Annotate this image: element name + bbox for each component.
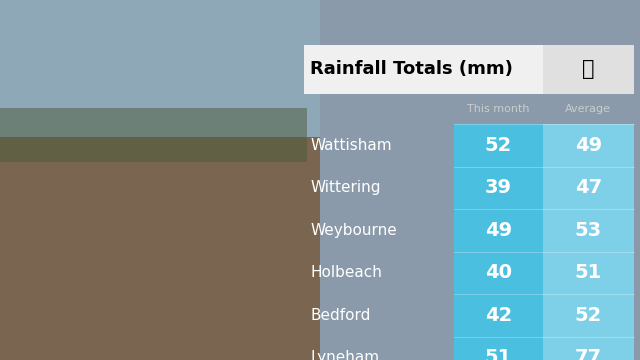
FancyBboxPatch shape xyxy=(304,45,634,94)
Text: 42: 42 xyxy=(485,306,512,325)
Text: Weybourne: Weybourne xyxy=(310,223,397,238)
FancyBboxPatch shape xyxy=(0,108,307,162)
Text: Rainfall Totals (mm): Rainfall Totals (mm) xyxy=(310,60,513,78)
FancyBboxPatch shape xyxy=(543,45,634,94)
FancyBboxPatch shape xyxy=(543,209,634,252)
FancyBboxPatch shape xyxy=(454,294,543,337)
Text: 39: 39 xyxy=(485,179,512,197)
Text: Bedford: Bedford xyxy=(310,308,371,323)
Text: Lyneham: Lyneham xyxy=(310,350,380,360)
Text: 77: 77 xyxy=(575,348,602,360)
FancyBboxPatch shape xyxy=(0,137,333,360)
FancyBboxPatch shape xyxy=(543,337,634,360)
Text: Wattisham: Wattisham xyxy=(310,138,392,153)
FancyBboxPatch shape xyxy=(454,252,543,294)
Text: Average: Average xyxy=(565,104,611,114)
FancyBboxPatch shape xyxy=(0,0,320,144)
Text: Wittering: Wittering xyxy=(310,180,381,195)
FancyBboxPatch shape xyxy=(543,124,634,167)
FancyBboxPatch shape xyxy=(454,337,543,360)
Text: 40: 40 xyxy=(485,264,512,282)
Text: 51: 51 xyxy=(575,264,602,282)
FancyBboxPatch shape xyxy=(454,167,543,209)
Text: 52: 52 xyxy=(575,306,602,325)
FancyBboxPatch shape xyxy=(454,124,543,167)
FancyBboxPatch shape xyxy=(320,0,640,360)
Text: 52: 52 xyxy=(485,136,512,155)
FancyBboxPatch shape xyxy=(543,294,634,337)
FancyBboxPatch shape xyxy=(543,167,634,209)
Text: 🌧: 🌧 xyxy=(582,59,595,79)
Text: 49: 49 xyxy=(575,136,602,155)
Text: This month: This month xyxy=(467,104,530,114)
Text: 47: 47 xyxy=(575,179,602,197)
Text: 51: 51 xyxy=(485,348,512,360)
Text: 53: 53 xyxy=(575,221,602,240)
FancyBboxPatch shape xyxy=(543,252,634,294)
Text: Holbeach: Holbeach xyxy=(310,265,382,280)
Text: 49: 49 xyxy=(485,221,512,240)
FancyBboxPatch shape xyxy=(454,209,543,252)
